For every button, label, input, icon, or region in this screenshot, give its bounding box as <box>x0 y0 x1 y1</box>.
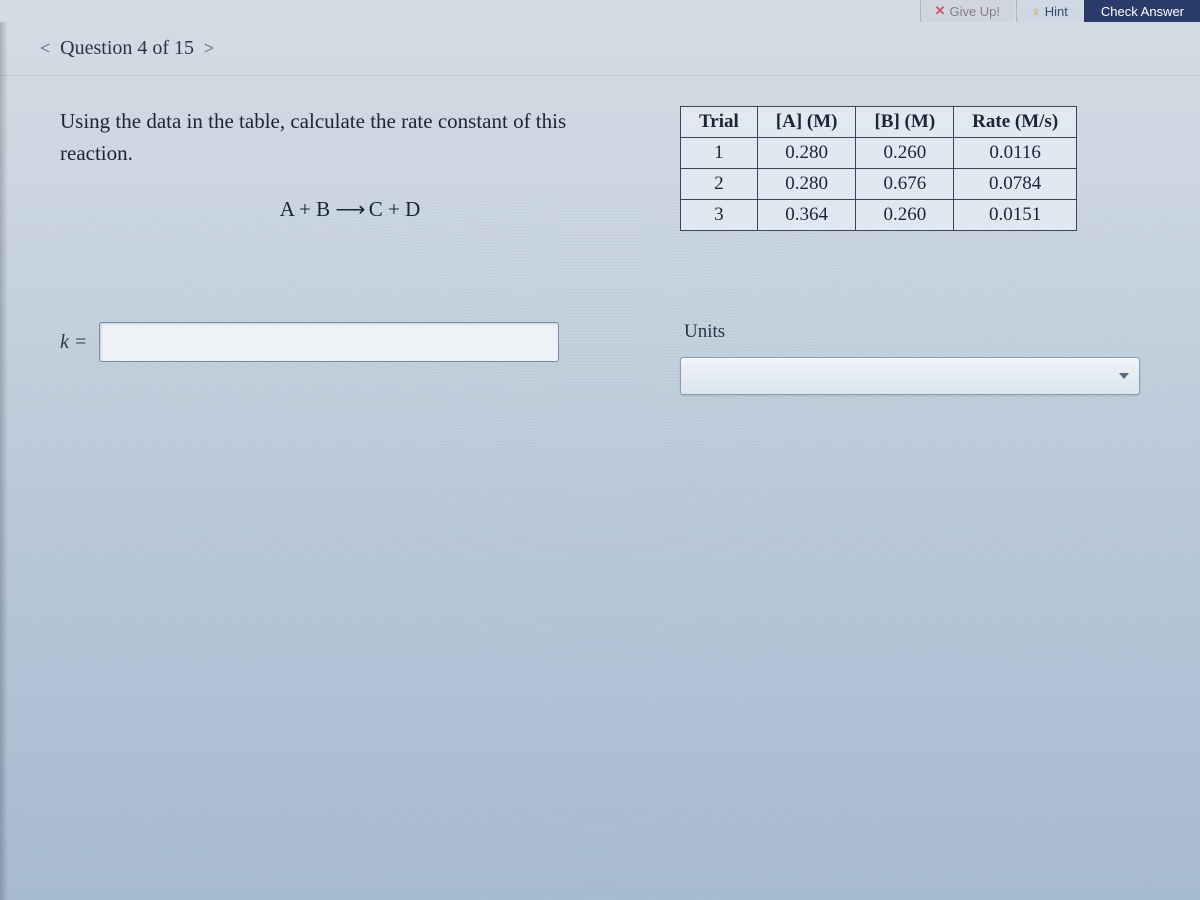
prev-question-button[interactable]: < <box>30 36 60 61</box>
answer-row: k = <box>60 322 640 362</box>
cell: 0.0784 <box>954 169 1077 200</box>
close-x-icon: ✕ <box>935 3 946 19</box>
next-question-button[interactable]: > <box>194 36 224 61</box>
reaction-arrow-icon: ⟶ <box>335 197 368 221</box>
cell: 1 <box>681 138 758 169</box>
col-b: [B] (M) <box>856 107 954 138</box>
rate-constant-label: k = <box>60 331 87 354</box>
cell: 0.0151 <box>954 200 1077 231</box>
data-table: Trial [A] (M) [B] (M) Rate (M/s) 1 0.280… <box>680 106 1077 231</box>
table-row: 3 0.364 0.260 0.0151 <box>681 200 1077 231</box>
cell: 0.280 <box>757 169 856 200</box>
question-counter: Question 4 of 15 <box>60 37 194 60</box>
reaction-equation: A + B ⟶ C + D <box>60 197 640 222</box>
cell: 0.364 <box>757 200 856 231</box>
hint-button[interactable]: ♀ Hint <box>1016 0 1082 22</box>
cell: 3 <box>681 200 758 231</box>
hint-label: Hint <box>1045 4 1068 19</box>
give-up-label: Give Up! <box>949 4 1000 19</box>
check-answer-button[interactable]: Check Answer <box>1084 0 1200 22</box>
col-a: [A] (M) <box>757 107 856 138</box>
table-row: 2 0.280 0.676 0.0784 <box>681 169 1077 200</box>
table-row: 1 0.280 0.260 0.0116 <box>681 138 1077 169</box>
units-section: Units <box>680 321 1170 395</box>
rate-constant-input[interactable] <box>99 322 559 362</box>
equation-rhs: C + D <box>369 197 421 221</box>
top-toolbar: ✕ Give Up! ♀ Hint Check Answer <box>0 0 1200 22</box>
question-prompt: Using the data in the table, calculate t… <box>60 106 640 169</box>
cell: 0.676 <box>856 169 954 200</box>
cell: 0.0116 <box>954 138 1077 169</box>
cell: 0.260 <box>856 138 954 169</box>
equation-lhs: A + B <box>280 197 330 221</box>
lightbulb-icon: ♀ <box>1031 4 1041 19</box>
give-up-button[interactable]: ✕ Give Up! <box>920 0 1014 22</box>
cell: 0.280 <box>757 138 856 169</box>
table-header-row: Trial [A] (M) [B] (M) Rate (M/s) <box>681 107 1077 138</box>
col-trial: Trial <box>681 107 758 138</box>
question-nav-bar: < Question 4 of 15 > <box>0 22 1200 76</box>
units-dropdown[interactable] <box>680 357 1140 395</box>
chevron-down-icon <box>1119 373 1129 379</box>
cell: 2 <box>681 169 758 200</box>
units-label: Units <box>684 321 1170 343</box>
col-rate: Rate (M/s) <box>954 107 1077 138</box>
check-answer-label: Check Answer <box>1101 4 1184 19</box>
cell: 0.260 <box>856 200 954 231</box>
